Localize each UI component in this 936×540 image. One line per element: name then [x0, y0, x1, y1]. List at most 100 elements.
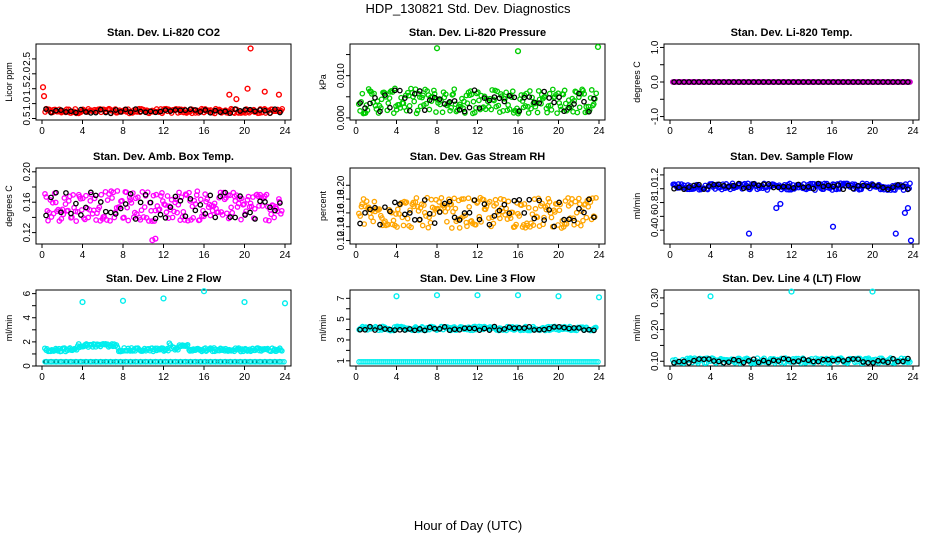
point-reference: [53, 189, 59, 196]
point: [211, 200, 218, 207]
panel-5: Stan. Dev. Gas Stream RH0 4 8 12 16 20 240.120…: [318, 151, 606, 261]
point-reference: [526, 196, 533, 203]
x-tick-label: 12: [158, 372, 170, 383]
point-reference: [775, 184, 782, 191]
point: [149, 218, 155, 225]
x-tick-label: 24: [279, 250, 291, 261]
point: [425, 224, 432, 231]
point-reference: [825, 356, 832, 363]
point-reference: [681, 186, 687, 193]
point-reference: [277, 200, 283, 206]
point-reference: [900, 183, 906, 190]
point-reference: [197, 108, 204, 115]
point-reference: [820, 183, 827, 190]
point-reference: [362, 209, 368, 216]
point-reference: [870, 182, 876, 188]
point-reference: [491, 323, 498, 330]
point-outlier: [594, 43, 602, 51]
point: [544, 109, 550, 116]
point: [472, 221, 479, 228]
point: [238, 216, 244, 223]
point-reference: [78, 106, 84, 113]
point: [590, 101, 597, 107]
point-reference: [272, 207, 278, 214]
point-reference: [272, 106, 278, 113]
point-reference: [501, 201, 508, 208]
point: [433, 109, 439, 115]
point-reference: [725, 359, 732, 366]
point-reference: [770, 357, 777, 364]
point: [368, 91, 375, 97]
point-reference: [411, 327, 418, 334]
point-reference: [372, 94, 378, 101]
point: [368, 214, 374, 221]
point: [224, 210, 230, 217]
point-reference: [426, 210, 433, 217]
point: [447, 107, 453, 114]
point: [400, 222, 407, 229]
point-reference: [162, 107, 169, 113]
point: [262, 217, 269, 223]
point-reference: [860, 359, 867, 365]
point-outlier: [247, 45, 254, 52]
point: [357, 213, 364, 219]
point: [541, 214, 547, 221]
x-tick-label: 20: [239, 250, 251, 261]
point-reference: [122, 201, 129, 207]
data-points: [670, 180, 915, 244]
point: [103, 217, 110, 223]
point: [503, 89, 510, 96]
point-reference: [671, 185, 677, 192]
point-reference: [845, 182, 852, 189]
point-reference: [691, 182, 697, 189]
point: [190, 214, 197, 221]
x-tick-label: 12: [786, 372, 798, 383]
point-reference: [686, 184, 692, 191]
point: [593, 90, 600, 97]
point-reference: [481, 325, 488, 332]
point-reference: [840, 186, 847, 193]
point: [476, 213, 483, 220]
point-reference: [397, 87, 403, 94]
y-axis-label: kPa: [318, 74, 328, 90]
point: [277, 210, 284, 217]
point: [268, 211, 274, 218]
point-reference: [421, 107, 428, 114]
point: [266, 217, 272, 224]
y-axis-label: ml/min: [4, 315, 14, 342]
panel-title: Stan. Dev. Li-820 Pressure: [409, 27, 546, 39]
point-outlier: [745, 230, 753, 237]
point-reference: [147, 108, 154, 115]
point-reference: [516, 196, 523, 203]
point: [548, 107, 555, 113]
point-reference: [446, 99, 453, 105]
y-axis-label: ml/min: [318, 315, 328, 342]
point: [571, 97, 578, 104]
point: [548, 214, 555, 221]
point-reference: [715, 181, 722, 188]
point: [506, 106, 513, 112]
point-reference: [92, 192, 99, 199]
point-outlier: [433, 292, 441, 299]
point-outlier: [149, 237, 156, 244]
x-tick-label: 0: [39, 372, 45, 383]
point: [281, 358, 287, 365]
point-reference: [107, 209, 114, 216]
point-reference: [730, 182, 737, 189]
point-reference: [676, 184, 682, 191]
point: [109, 195, 115, 201]
point: [404, 215, 411, 222]
point: [516, 213, 523, 219]
y-tick-label: 1.2: [650, 168, 661, 182]
point-reference: [566, 216, 572, 223]
point: [169, 214, 176, 221]
y-tick-label: 1.0: [650, 40, 661, 54]
point: [569, 196, 575, 202]
point: [229, 209, 236, 216]
point-reference: [850, 185, 857, 192]
point-reference: [202, 210, 209, 217]
point-reference: [516, 108, 523, 114]
point-reference: [406, 210, 413, 216]
y-axis-label: degrees C: [4, 185, 14, 227]
point: [387, 89, 394, 95]
